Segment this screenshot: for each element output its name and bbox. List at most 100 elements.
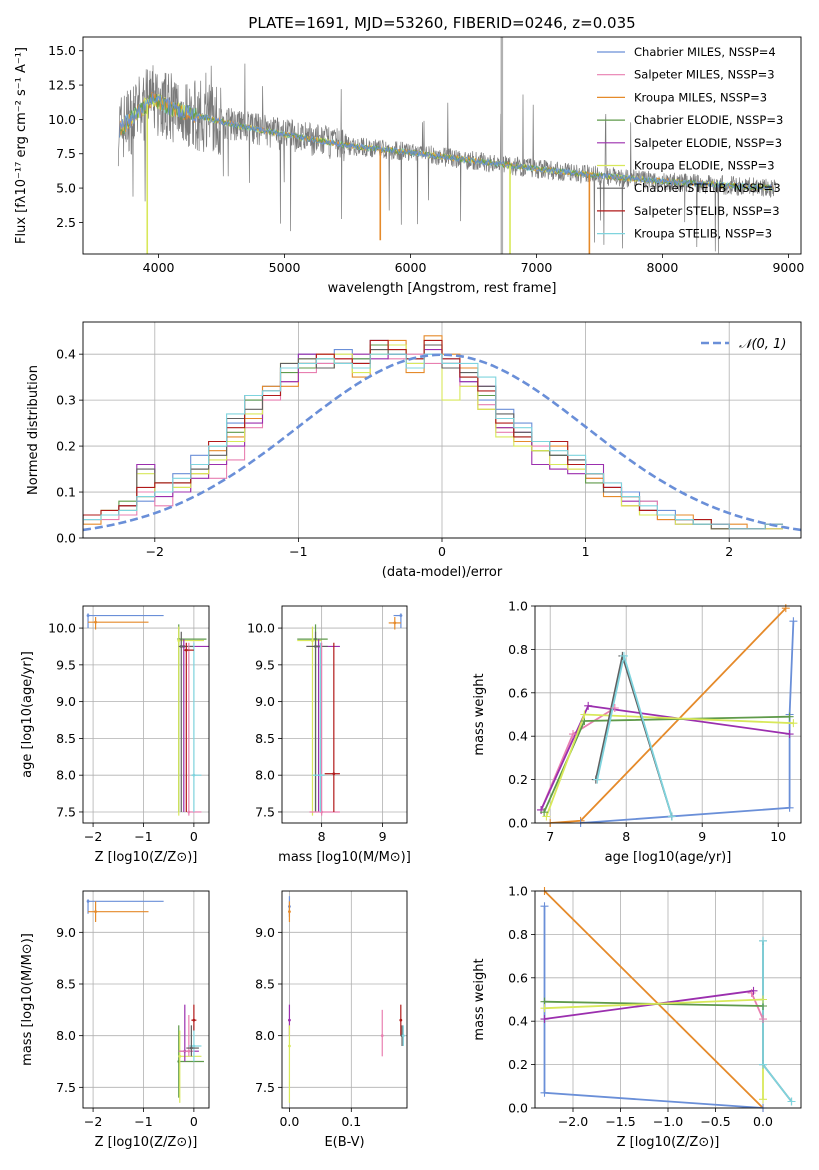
plot-area-age_vs_Z — [86, 613, 209, 816]
y-axis-label: mass weight — [472, 673, 487, 755]
legend-entry: Kroupa MILES, NSSP=3 — [634, 90, 767, 104]
tick-label-x: 4000 — [143, 260, 175, 275]
weight-marker-salpeter_miles — [747, 988, 756, 997]
legend-entry: Kroupa STELIB, NSSP=3 — [634, 227, 772, 241]
point-salpeter_miles — [380, 1034, 384, 1038]
x-axis-label: mass [log10(M/M⊙)] — [278, 850, 411, 865]
weight-marker-salpeter_elodie — [785, 730, 794, 739]
axes-frame — [281, 605, 408, 824]
point-chabrier_stelib — [189, 1046, 193, 1050]
point-kroupa_stelib — [319, 773, 322, 777]
tick-label-x: −1.0 — [653, 1114, 683, 1129]
x-axis-label: (data-model)/error — [382, 565, 503, 580]
point-salpeter_stelib — [184, 648, 188, 652]
tick-label-x: −1.5 — [605, 1114, 635, 1129]
weight-marker-kroupa_elodie — [789, 719, 798, 728]
axes-frame — [82, 890, 210, 1109]
tick-label-x: 7000 — [521, 260, 553, 275]
tick-label-y: 9.0 — [255, 925, 275, 940]
point-kroupa_elodie — [178, 1054, 182, 1058]
tick-label-y: 0.6 — [508, 970, 528, 985]
tick-label-x: −2 — [84, 829, 102, 844]
legend-entry: 𝒩(0, 1) — [739, 337, 786, 352]
tick-label-x: 0 — [190, 1114, 198, 1129]
tick-label-y: 7.5 — [56, 1080, 76, 1095]
y-axis-label: mass [log10(M/M⊙)] — [20, 933, 35, 1066]
point-kroupa_stelib — [192, 1044, 196, 1048]
tick-label-x: 5000 — [269, 260, 301, 275]
weight-line-kroupa_miles — [550, 607, 787, 823]
weight-marker-salpeter_elodie — [749, 986, 758, 995]
tick-label-y: 5.0 — [56, 181, 76, 196]
point-kroupa_stelib — [401, 1034, 405, 1038]
y-axis-label: age [log10(age/yr)] — [20, 651, 35, 778]
point-kroupa_miles — [94, 910, 97, 914]
tick-label-x: 0 — [190, 829, 198, 844]
y-axis-label: Flux [fλ10⁻¹⁷ erg cm⁻² s⁻¹ A⁻¹] — [14, 47, 29, 244]
masked-region — [500, 37, 504, 254]
tick-label-x: −0.5 — [700, 1114, 730, 1129]
weight-marker-chabrier_miles — [789, 617, 798, 626]
histogram-salpeter_elodie — [83, 349, 783, 530]
tick-label-x: −1 — [134, 829, 152, 844]
weight-marker-chabrier_elodie — [785, 712, 794, 721]
tick-label-y: 8.5 — [56, 977, 76, 992]
tick-label-y: 1.0 — [508, 599, 528, 614]
axes-frame — [82, 36, 802, 255]
plot-area-spectrum — [117, 37, 777, 254]
weight-marker-salpeter_miles — [610, 703, 619, 712]
weight-marker-salpeter_elodie — [584, 701, 593, 710]
point-kroupa_miles — [94, 620, 97, 624]
weight-marker-kroupa_elodie — [542, 812, 551, 821]
tick-label-x: 7 — [546, 829, 554, 844]
tick-label-x: 9000 — [772, 260, 804, 275]
weight-marker-kroupa_elodie — [540, 1004, 549, 1013]
x-axis-label: E(B-V) — [324, 1135, 364, 1150]
tick-label-x: 0.0 — [753, 1114, 773, 1129]
weight-marker-kroupa_miles — [781, 604, 790, 613]
axes-frame — [82, 321, 802, 539]
x-axis-label: Z [log10(Z/Z⊙)] — [617, 1135, 720, 1150]
axes-frame — [534, 890, 802, 1109]
axes-mass_vs_ebv: 0.0 0.1 7.5 8.0 8.5 9.0 E(B-V) — [255, 890, 408, 1150]
weight-marker-kroupa_elodie — [759, 995, 767, 1004]
tick-label-x: −2 — [146, 544, 164, 559]
point-kroupa_miles — [393, 621, 397, 625]
point-salpeter_stelib — [192, 1018, 196, 1022]
tick-label-y: 7.5 — [56, 146, 76, 161]
tick-label-y: 9.5 — [56, 657, 76, 672]
axes-weight_vs_Z: −2.0 −1.5 −1.0 −0.5 0.0 0.0 0.2 0.4 0.6 0.8 1.0 Z [… — [472, 884, 802, 1150]
tick-label-x: 1 — [582, 544, 590, 559]
axes-age_vs_mass: 8 9 7.5 8.0 8.5 9.0 9.5 10.0 mass [log10(M/M⊙)] — [247, 605, 411, 865]
point-chabrier_stelib — [179, 645, 183, 648]
point-salpeter_stelib — [399, 1018, 403, 1022]
weight-marker-kroupa_elodie — [580, 710, 589, 719]
tick-label-x: 10 — [770, 829, 786, 844]
point-chabrier_stelib — [314, 645, 317, 648]
legend-entry: Chabrier MILES, NSSP=4 — [634, 45, 776, 59]
point-salpeter_miles — [187, 1049, 191, 1053]
tick-label-x: 9 — [698, 829, 706, 844]
weight-line-chabrier_miles — [580, 621, 795, 823]
tick-label-y: 0.4 — [508, 1014, 528, 1029]
model-chabrier_miles — [119, 93, 774, 191]
observed-spectrum — [117, 63, 777, 254]
x-axis-label: age [log10(age/yr)] — [605, 850, 732, 865]
weight-line-kroupa_miles — [543, 891, 764, 1108]
tick-label-x: 9 — [379, 829, 387, 844]
x-axis-label: Z [log10(Z/Z⊙)] — [95, 850, 198, 865]
weight-marker-chabrier_miles — [785, 803, 794, 812]
tick-label-y: 0.2 — [56, 439, 76, 454]
legend-entry: Chabrier ELODIE, NSSP=3 — [634, 113, 783, 127]
axes-weight_vs_age: 7 8 9 10 0.0 0.2 0.4 0.6 0.8 1.0 age [log10(age/yr… — [472, 599, 802, 865]
tick-label-y: 0.4 — [56, 347, 76, 362]
histogram-kroupa_stelib — [83, 353, 783, 530]
axes-residuals: −2 −1 0 1 2 0.0 0.1 0.2 0.3 0.4 (data-model)/error… — [26, 321, 802, 580]
plot-area-residuals — [83, 335, 801, 532]
y-axis-label: Normed distribution — [26, 365, 41, 495]
point-chabrier_miles — [86, 614, 90, 617]
point-kroupa_miles — [288, 910, 291, 914]
tick-label-y: 0.2 — [508, 1057, 528, 1072]
tick-label-y: 8.5 — [56, 731, 76, 746]
